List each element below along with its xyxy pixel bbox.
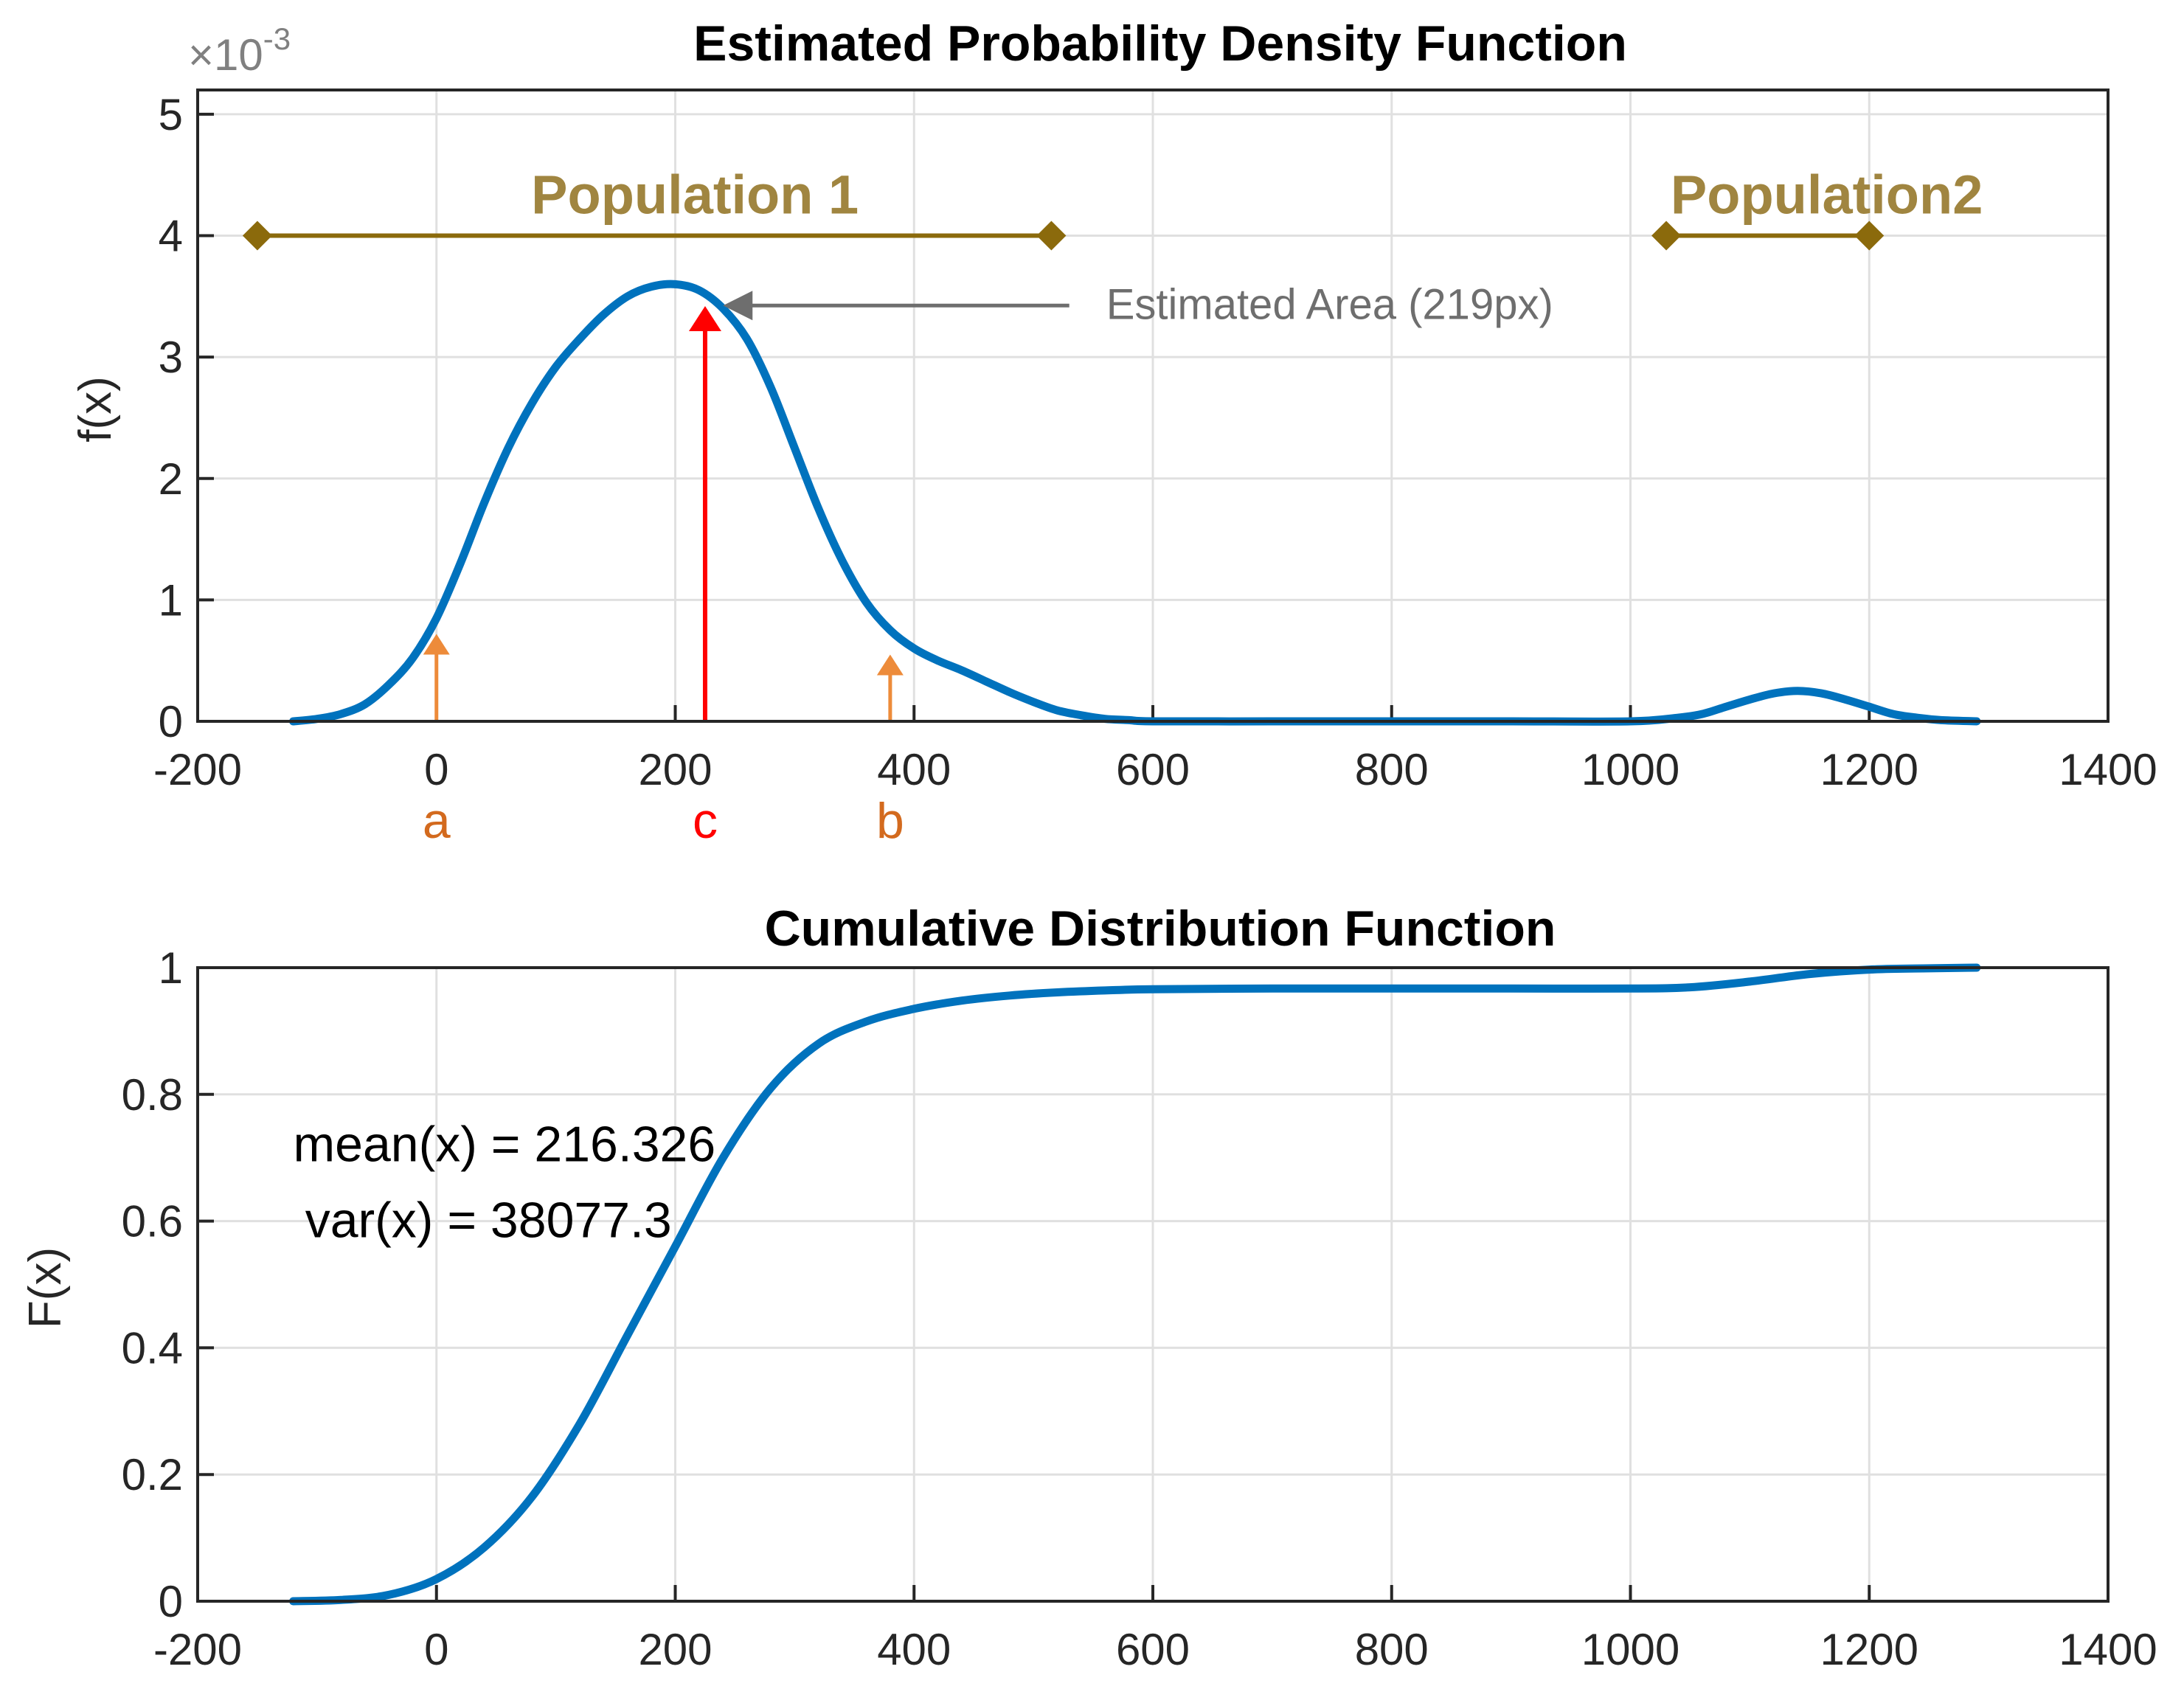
- pdf-x-tick-label: 600: [1116, 745, 1190, 794]
- cdf-x-tick-label: 0: [424, 1625, 448, 1674]
- pdf-populations: Population 1 Population2: [242, 164, 1983, 251]
- marker-label-c: c: [693, 793, 718, 849]
- marker-label-a: a: [423, 793, 451, 849]
- cdf-y-label: F(x): [20, 1247, 71, 1328]
- cdf-grid: [196, 966, 2110, 1603]
- population-label: Population2: [1671, 164, 1983, 226]
- pdf-annotation-arrowhead: [723, 291, 753, 321]
- pdf-y-tick-label: 2: [159, 454, 183, 504]
- marker-arrowhead: [876, 654, 904, 676]
- cdf-x-tick-label: 200: [638, 1625, 712, 1674]
- pdf-annotation: Estimated Area (219px): [723, 280, 1553, 328]
- mean-text: mean(x) = 216.326: [294, 1117, 716, 1173]
- pdf-curve: [289, 280, 1981, 726]
- cdf-y-tick-label: 0.8: [122, 1070, 183, 1120]
- population-diamond-marker: [1651, 221, 1682, 251]
- pdf-curve-group: [289, 280, 1981, 726]
- population-diamond-marker: [1036, 221, 1067, 251]
- cdf-x-tick-label: 1200: [1820, 1625, 1918, 1674]
- pdf-x-tick-label: -200: [153, 745, 242, 794]
- cdf-y-tick-label: 0.6: [122, 1197, 183, 1246]
- population-label: Population 1: [531, 164, 859, 226]
- cdf-panel: Cumulative Distribution Function F(x) -2…: [20, 901, 2157, 1674]
- pdf-axes-frame: [196, 89, 2110, 723]
- pdf-y-tick-label: 0: [159, 697, 183, 746]
- pdf-y-label: f(x): [70, 376, 121, 443]
- pdf-x-tick-label: 200: [638, 745, 712, 794]
- pdf-x-tick-label: 0: [424, 745, 448, 794]
- cdf-y-tick-label: 0.4: [122, 1323, 183, 1373]
- cdf-title: Cumulative Distribution Function: [765, 901, 1556, 957]
- cdf-x-tick-label: 400: [877, 1625, 951, 1674]
- cdf-y-tick-label: 0.2: [122, 1450, 183, 1499]
- marker-arrowhead: [423, 634, 450, 655]
- cdf-x-tick-label: 600: [1116, 1625, 1190, 1674]
- variance-text: var(x) = 38077.3: [305, 1193, 672, 1249]
- cdf-x-tick-label: 1000: [1581, 1625, 1679, 1674]
- cdf-y-tick-label: 0: [159, 1577, 183, 1626]
- population-diamond-marker: [1854, 221, 1885, 251]
- pdf-annotation-text: Estimated Area (219px): [1106, 280, 1553, 328]
- population-diamond-marker: [242, 221, 272, 251]
- pdf-x-tick-label: 400: [877, 745, 951, 794]
- pdf-title: Estimated Probability Density Function: [693, 15, 1627, 72]
- cdf-text-annotations: mean(x) = 216.326 var(x) = 38077.3: [294, 1117, 716, 1249]
- pdf-y-exponent: ×10-3: [188, 21, 291, 80]
- pdf-y-tick-label: 4: [159, 212, 183, 261]
- pdf-y-exponent-power: -3: [263, 21, 291, 56]
- pdf-x-tick-label: 1200: [1820, 745, 1918, 794]
- pdf-y-tick-label: 1: [159, 575, 183, 625]
- cdf-curve: [289, 963, 1981, 1606]
- cdf-x-tick-label: 1400: [2059, 1625, 2157, 1674]
- pdf-panel: Estimated Probability Density Function ×…: [70, 15, 2157, 849]
- marker-label-b: b: [876, 793, 904, 849]
- pdf-x-tick-label: 1400: [2059, 745, 2157, 794]
- cdf-ticks: -200 0 200 400 600 800 1000 1200 140000.20.40.60…: [122, 943, 2157, 1674]
- cdf-x-tick-label: 800: [1355, 1625, 1429, 1674]
- pdf-x-tick-label: 1000: [1581, 745, 1679, 794]
- pdf-y-tick-label: 3: [159, 333, 183, 382]
- pdf-x-tick-label: 800: [1355, 745, 1429, 794]
- cdf-curve-group: [289, 963, 1981, 1606]
- pdf-y-tick-label: 5: [159, 90, 183, 139]
- cdf-x-tick-label: -200: [153, 1625, 242, 1674]
- marker-arrowhead: [688, 306, 721, 332]
- cdf-y-tick-label: 1: [159, 943, 183, 993]
- cdf-axes-frame: [196, 966, 2110, 1603]
